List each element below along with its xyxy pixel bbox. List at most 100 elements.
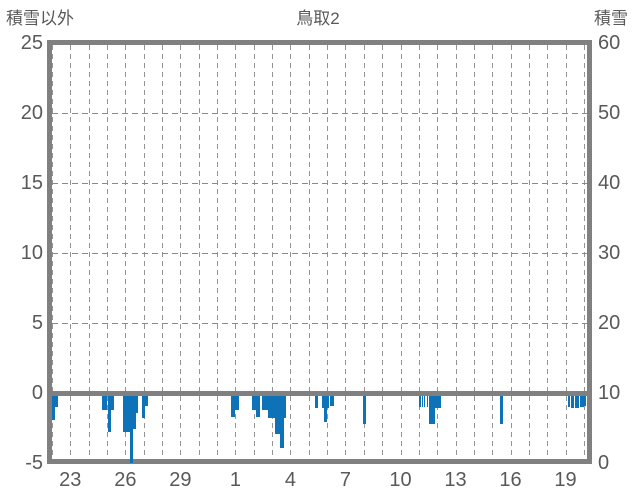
- vertical-gridline: [363, 45, 365, 459]
- data-bar: [235, 393, 239, 410]
- left-axis-title: 積雪以外: [6, 9, 74, 28]
- y-axis-left-tick-label: 0: [31, 382, 43, 404]
- data-bar: [280, 393, 284, 448]
- y-axis-right-tick-label: 40: [598, 172, 621, 194]
- vertical-gridline: [400, 45, 402, 459]
- data-bar: [421, 393, 424, 407]
- data-bar: [123, 393, 130, 433]
- data-bar: [52, 393, 55, 420]
- vertical-gridline: [382, 45, 384, 459]
- data-bar: [327, 393, 330, 409]
- vertical-gridline: [88, 45, 90, 459]
- vertical-gridline: [308, 45, 310, 459]
- zero-baseline: [52, 390, 587, 396]
- data-bar: [429, 393, 436, 424]
- x-axis-tick-label: 23: [59, 469, 82, 491]
- x-axis-tick-label: 29: [169, 469, 192, 491]
- data-bar: [324, 393, 327, 423]
- y-axis-left-tick-label: 25: [20, 32, 43, 54]
- data-bar: [419, 393, 421, 407]
- y-axis-left-tick-label: 5: [31, 312, 43, 334]
- data-bar: [133, 393, 137, 430]
- x-axis-tick-label: 19: [554, 469, 577, 491]
- vertical-gridline: [418, 45, 420, 459]
- vertical-gridline: [437, 45, 439, 459]
- data-bar: [568, 393, 571, 407]
- y-axis-right-tick-label: 0: [598, 452, 610, 474]
- vertical-gridline: [583, 45, 585, 459]
- vertical-gridline: [345, 45, 347, 459]
- vertical-gridline: [235, 45, 237, 459]
- data-bar: [252, 393, 257, 410]
- data-bar: [434, 393, 441, 409]
- vertical-gridline: [198, 45, 200, 459]
- vertical-gridline: [52, 45, 53, 459]
- data-bar: [231, 393, 235, 417]
- data-bar: [102, 393, 108, 410]
- data-bar: [330, 393, 334, 406]
- y-axis-right-tick-label: 20: [598, 312, 621, 334]
- data-bar: [142, 393, 145, 419]
- horizontal-gridline: [52, 323, 587, 324]
- vertical-gridline: [290, 45, 292, 459]
- x-axis-tick-label: 1: [229, 469, 241, 491]
- chart-title: 鳥取2: [296, 9, 340, 28]
- y-axis-left-tick-label: 20: [20, 102, 43, 124]
- y-axis-right-tick-label: 10: [598, 382, 621, 404]
- data-bar: [145, 393, 148, 406]
- y-axis-left-tick-label: 10: [20, 242, 43, 264]
- x-axis-tick-label: 10: [389, 469, 412, 491]
- data-bar: [426, 393, 428, 407]
- data-bar: [500, 393, 503, 424]
- data-bar: [255, 393, 260, 417]
- data-bar: [575, 393, 580, 409]
- data-bar: [54, 393, 58, 407]
- x-axis-tick-label: 26: [114, 469, 137, 491]
- vertical-gridline: [528, 45, 530, 459]
- vertical-gridline: [107, 45, 108, 459]
- horizontal-gridline: [52, 253, 587, 254]
- data-bar: [584, 393, 586, 406]
- x-axis-tick-label: 7: [339, 469, 351, 491]
- data-bar: [129, 393, 133, 463]
- y-axis-left-tick-label: -5: [25, 452, 43, 474]
- data-bar: [136, 393, 138, 413]
- y-axis-right-tick-label: 30: [598, 242, 621, 264]
- vertical-gridline: [180, 45, 182, 459]
- vertical-gridline: [253, 45, 255, 459]
- vertical-gridline: [162, 45, 163, 459]
- vertical-gridline: [143, 45, 145, 459]
- data-bar: [315, 393, 318, 409]
- data-bar: [268, 393, 275, 419]
- horizontal-gridline: [52, 113, 587, 114]
- y-axis-right-tick-label: 60: [598, 32, 621, 54]
- data-bar: [580, 393, 584, 407]
- data-bar: [284, 393, 286, 419]
- vertical-gridline: [473, 45, 475, 459]
- vertical-gridline: [547, 45, 549, 459]
- data-bar: [363, 393, 366, 424]
- x-axis-tick-label: 13: [444, 469, 467, 491]
- x-axis-tick-label: 16: [499, 469, 522, 491]
- y-axis-right-tick-label: 50: [598, 102, 621, 124]
- vertical-gridline: [492, 45, 494, 459]
- vertical-gridline: [327, 45, 329, 459]
- data-bar: [111, 393, 115, 410]
- vertical-gridline: [272, 45, 274, 459]
- data-bar: [423, 393, 426, 407]
- data-bar: [322, 393, 324, 409]
- vertical-gridline: [125, 45, 127, 459]
- vertical-gridline: [70, 45, 72, 459]
- data-bar: [571, 393, 574, 409]
- horizontal-gridline: [52, 183, 587, 184]
- data-bar: [262, 393, 268, 410]
- vertical-gridline: [455, 45, 457, 459]
- right-axis-title: 積雪: [594, 9, 628, 28]
- data-bar: [275, 393, 280, 434]
- vertical-gridline: [565, 45, 567, 459]
- data-bar: [107, 393, 111, 433]
- x-axis-tick-label: 4: [284, 469, 296, 491]
- vertical-gridline: [510, 45, 512, 459]
- y-axis-left-tick-label: 15: [20, 172, 43, 194]
